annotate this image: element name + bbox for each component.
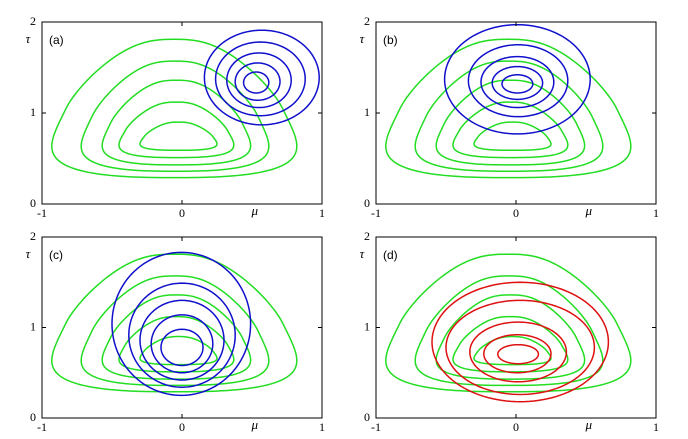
contour [414, 60, 604, 172]
contour [469, 321, 568, 383]
contour [385, 38, 632, 179]
y-axis-label: τ [360, 246, 366, 261]
contour [431, 281, 610, 403]
y-tick-label: 0 [30, 410, 36, 424]
contour [452, 315, 569, 373]
panel-label: (b) [383, 33, 398, 47]
plot-frame [375, 236, 657, 419]
x-tick-label: 1 [319, 206, 325, 220]
contour [473, 121, 552, 152]
x-axis-label: μ [585, 417, 593, 432]
contour [101, 294, 252, 380]
y-tick-label: 1 [364, 105, 370, 119]
plot-frame [41, 21, 323, 205]
x-tick-label: 0 [513, 206, 519, 220]
contour [445, 299, 596, 396]
contour [242, 71, 270, 94]
x-axis-label: μ [251, 417, 259, 432]
y-axis-label: τ [26, 31, 32, 46]
y-tick-label: 1 [30, 105, 36, 119]
contour [480, 55, 555, 109]
contour [128, 282, 236, 388]
x-tick-label: 1 [653, 420, 659, 434]
contour [111, 251, 252, 397]
y-tick-label: 2 [364, 14, 370, 28]
contour [467, 43, 569, 118]
contour [452, 101, 569, 159]
contour [160, 328, 204, 367]
contour [203, 29, 320, 126]
contour [139, 335, 218, 366]
x-tick-label: -1 [37, 206, 47, 220]
x-tick-label: 1 [319, 420, 325, 434]
contour [80, 275, 270, 387]
y-tick-label: 2 [30, 229, 36, 243]
contour [497, 343, 540, 365]
contour [118, 101, 235, 159]
y-tick-label: 1 [364, 319, 370, 333]
contour [501, 74, 534, 94]
contour [226, 52, 292, 109]
contour [139, 299, 225, 381]
contour [51, 38, 298, 179]
contour [51, 253, 298, 393]
y-axis-label: τ [360, 31, 366, 46]
contour [214, 41, 306, 117]
y-tick-label: 0 [364, 196, 370, 210]
panel-label: (a) [49, 33, 64, 47]
y-tick-label: 0 [30, 196, 36, 210]
panel-label: (d) [383, 248, 398, 262]
contour [234, 62, 281, 102]
x-tick-label: 1 [653, 206, 659, 220]
y-tick-label: 0 [364, 410, 370, 424]
x-axis-label: μ [251, 203, 259, 218]
panel-label: (c) [49, 248, 63, 262]
contour [80, 60, 270, 172]
contour [139, 121, 218, 152]
y-tick-label: 2 [364, 229, 370, 243]
plot-frame [41, 236, 323, 419]
contour [118, 315, 235, 373]
x-tick-label: 0 [513, 420, 519, 434]
contour [435, 79, 586, 166]
contour [101, 79, 252, 166]
x-tick-label: -1 [37, 420, 47, 434]
x-tick-label: -1 [371, 420, 381, 434]
plot-frame [375, 21, 657, 205]
contour [435, 294, 586, 380]
contour [473, 335, 552, 366]
contour [443, 23, 591, 135]
contour [483, 333, 552, 374]
x-tick-label: 0 [179, 206, 185, 220]
y-axis-label: τ [26, 246, 32, 261]
contour [414, 275, 604, 387]
contour [491, 65, 544, 101]
y-tick-label: 1 [30, 319, 36, 333]
contour [150, 314, 214, 374]
y-tick-label: 2 [30, 14, 36, 28]
x-tick-label: -1 [371, 206, 381, 220]
x-axis-label: μ [585, 203, 593, 218]
x-tick-label: 0 [179, 420, 185, 434]
contour [385, 253, 632, 393]
